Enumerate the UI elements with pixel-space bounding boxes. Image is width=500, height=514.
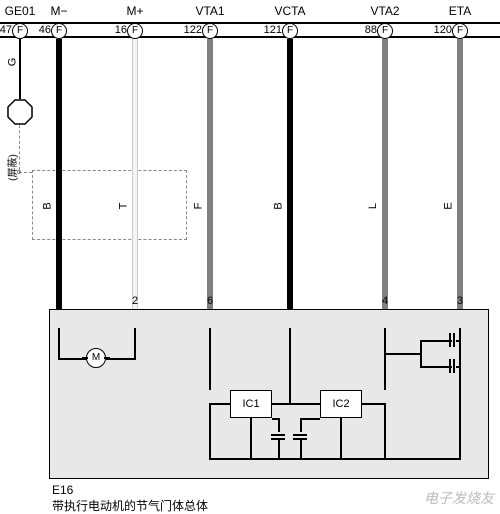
wire-label-g: G — [6, 58, 18, 67]
ic2-down — [340, 418, 342, 458]
wire-label-l: L — [367, 203, 379, 209]
ic1-left — [209, 403, 230, 405]
wire-label-f: F — [192, 203, 204, 210]
shield-octagon — [7, 99, 33, 125]
cap2-lead2 — [300, 440, 302, 458]
cap1-lead — [278, 418, 280, 432]
header-mminus: M− — [50, 4, 67, 18]
wire-label-b1: B — [42, 202, 54, 209]
ic-v3 — [384, 328, 386, 390]
diagram-root: GE01 47 F G (屏蔽) M− 46 F B 1 M− M+ 16 F … — [0, 0, 500, 514]
shield-label: (屏蔽) — [4, 154, 19, 181]
ic2-box: IC2 — [320, 390, 362, 418]
bottom-rail — [0, 36, 500, 38]
mline-1 — [58, 328, 60, 358]
wire-mminus — [56, 39, 62, 309]
cap1-lead2 — [278, 440, 280, 458]
ic-v2 — [289, 328, 291, 390]
header-vta1: VTA1 — [195, 4, 224, 18]
wire-vta1 — [207, 39, 213, 309]
stub — [420, 353, 422, 354]
ic-ground-rail — [209, 458, 461, 460]
pin-circle-88: F — [377, 23, 393, 39]
pin-circle-120: F — [452, 23, 468, 39]
wire-eta — [457, 39, 463, 309]
header-eta: ETA — [449, 4, 471, 18]
cap2-h — [300, 418, 320, 420]
ic1-box: IC1 — [230, 390, 272, 418]
cap1-h — [272, 418, 280, 420]
cap-e2-h2b — [456, 366, 461, 368]
vta1-down — [209, 403, 211, 458]
pin-circle-46: F — [51, 23, 67, 39]
pin-circle-47: F — [12, 23, 28, 39]
vta2-to-caps — [384, 353, 420, 355]
header-ge01: GE01 — [5, 4, 36, 18]
bpin-2: 2 — [132, 295, 138, 307]
pin-120: 120 — [434, 24, 454, 36]
ic2-right — [362, 403, 386, 405]
ic-v1 — [209, 328, 211, 390]
pin-122: 122 — [184, 24, 204, 36]
bpin-3: 3 — [457, 295, 463, 307]
header-vcta: VCTA — [274, 4, 305, 18]
wire-vcta — [287, 39, 293, 309]
cap2-lead — [300, 418, 302, 432]
cap-e2-h1b — [456, 340, 461, 342]
vc-ic-mid — [289, 390, 291, 403]
watermark: 电子发烧友 — [424, 488, 494, 508]
pin-circle-122: F — [202, 23, 218, 39]
component-name: 带执行电动机的节气门体总体 — [52, 497, 208, 514]
wire-label-b2: B — [273, 202, 285, 209]
bpin-5: 5 — [287, 295, 293, 307]
component-ref: E16 — [52, 483, 73, 497]
ic-v4 — [459, 328, 461, 458]
wire-g — [19, 39, 21, 99]
vta2-down — [384, 403, 386, 458]
pin-circle-16: F — [127, 23, 143, 39]
dashed-h — [19, 172, 32, 173]
mline-h2 — [106, 358, 136, 360]
bpin-1: 1 — [56, 295, 62, 307]
motor-symbol: M — [86, 348, 106, 368]
wire-mplus — [132, 39, 138, 309]
header-vta2: VTA2 — [370, 4, 399, 18]
header-mplus: M+ — [126, 4, 143, 18]
bpin-6: 6 — [207, 295, 213, 307]
wire-vta2 — [382, 39, 388, 309]
ic1-ic2 — [272, 403, 320, 405]
pin-circle-121: F — [282, 23, 298, 39]
ic1-down — [250, 418, 252, 458]
bpin-4: 4 — [382, 295, 388, 307]
wire-label-e: E — [443, 202, 455, 209]
wire-label-t: T — [117, 203, 129, 210]
motor-tab-l — [82, 357, 88, 359]
top-rail — [0, 22, 500, 24]
motor-tab-r — [104, 357, 110, 359]
pin-121: 121 — [264, 24, 284, 36]
mline-2 — [134, 328, 136, 358]
dashed-v — [19, 125, 20, 170]
